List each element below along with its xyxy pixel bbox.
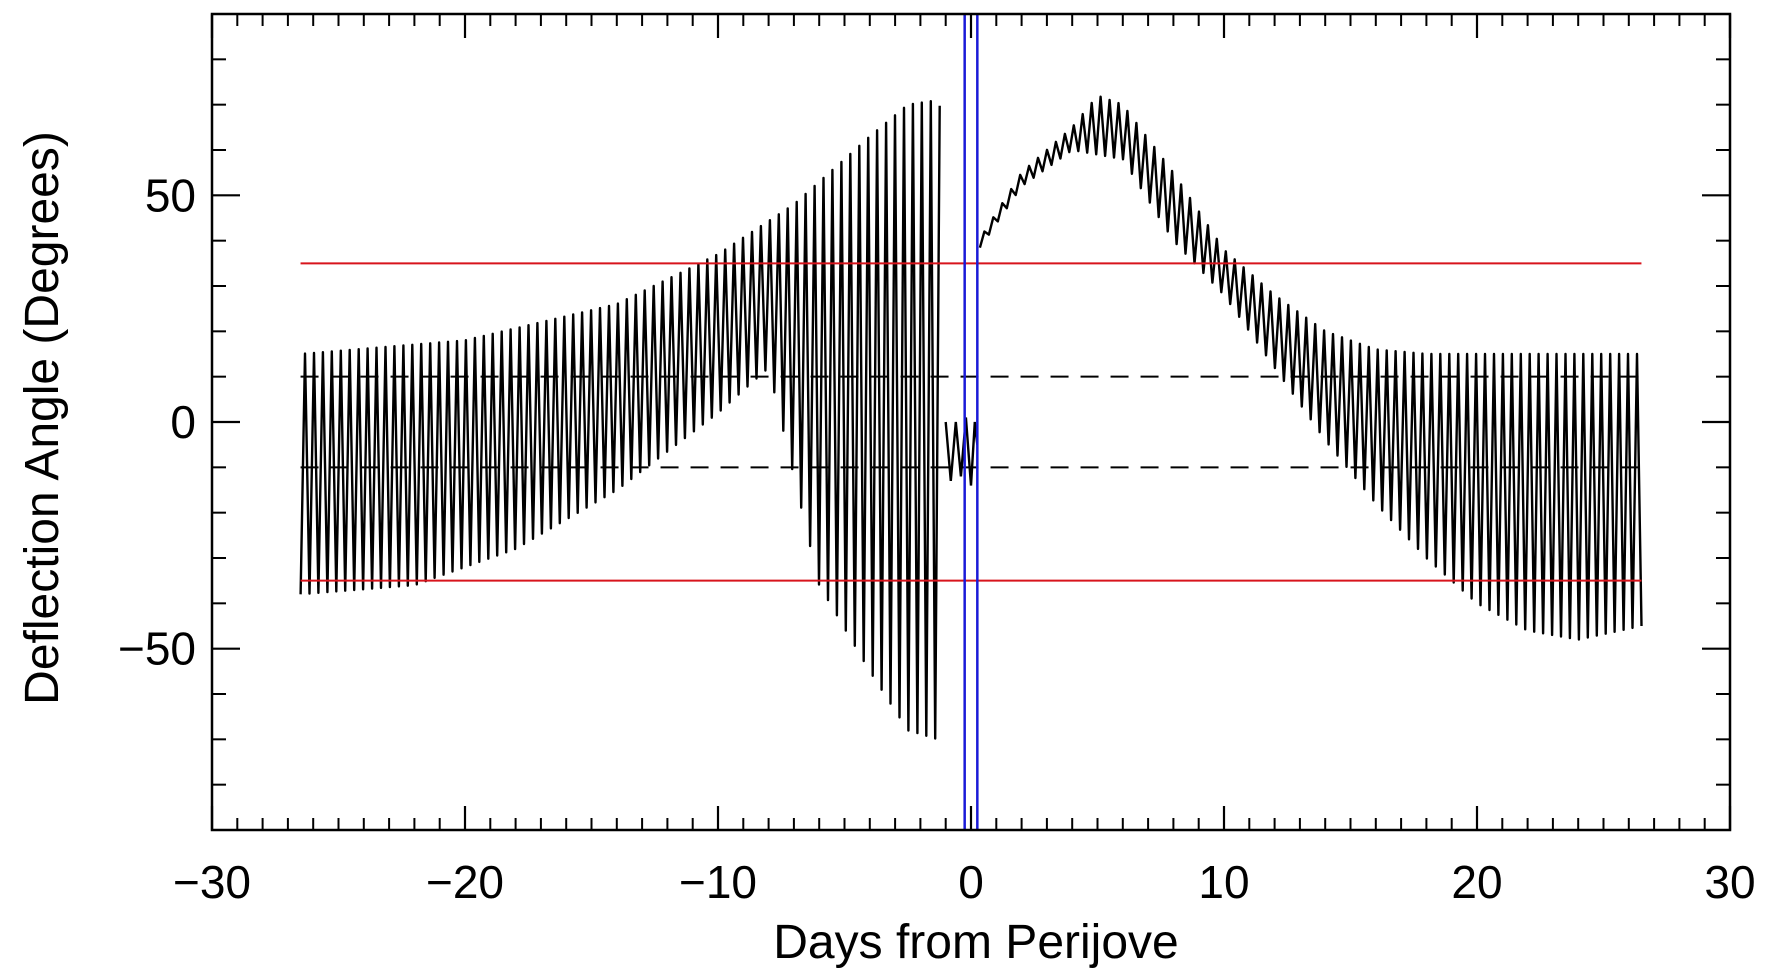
y-tick-label: 50 (145, 169, 196, 221)
series-line-perijove-segment (944, 417, 979, 486)
y-tick-label: −50 (118, 623, 196, 675)
plot-content (299, 95, 1643, 740)
x-tick-label: −30 (173, 856, 251, 908)
y-tick-label: 0 (170, 396, 196, 448)
reference-lines (300, 14, 1642, 830)
x-tick-label: 10 (1198, 856, 1249, 908)
y-axis-title: Deflection Angle (Degrees) (16, 131, 69, 705)
x-axis-title: Days from Perijove (773, 916, 1178, 969)
x-tick-label: −10 (679, 856, 757, 908)
series-line-pre-perijove (299, 100, 941, 740)
x-tick-label: −20 (426, 856, 504, 908)
x-tick-label: 0 (958, 856, 984, 908)
x-tick-label: 30 (1704, 856, 1755, 908)
series-line-post-perijove (978, 95, 1643, 641)
x-tick-label: 20 (1451, 856, 1502, 908)
axes: −30 −20 −10 0 10 20 30 −50 0 50 (118, 12, 1756, 908)
